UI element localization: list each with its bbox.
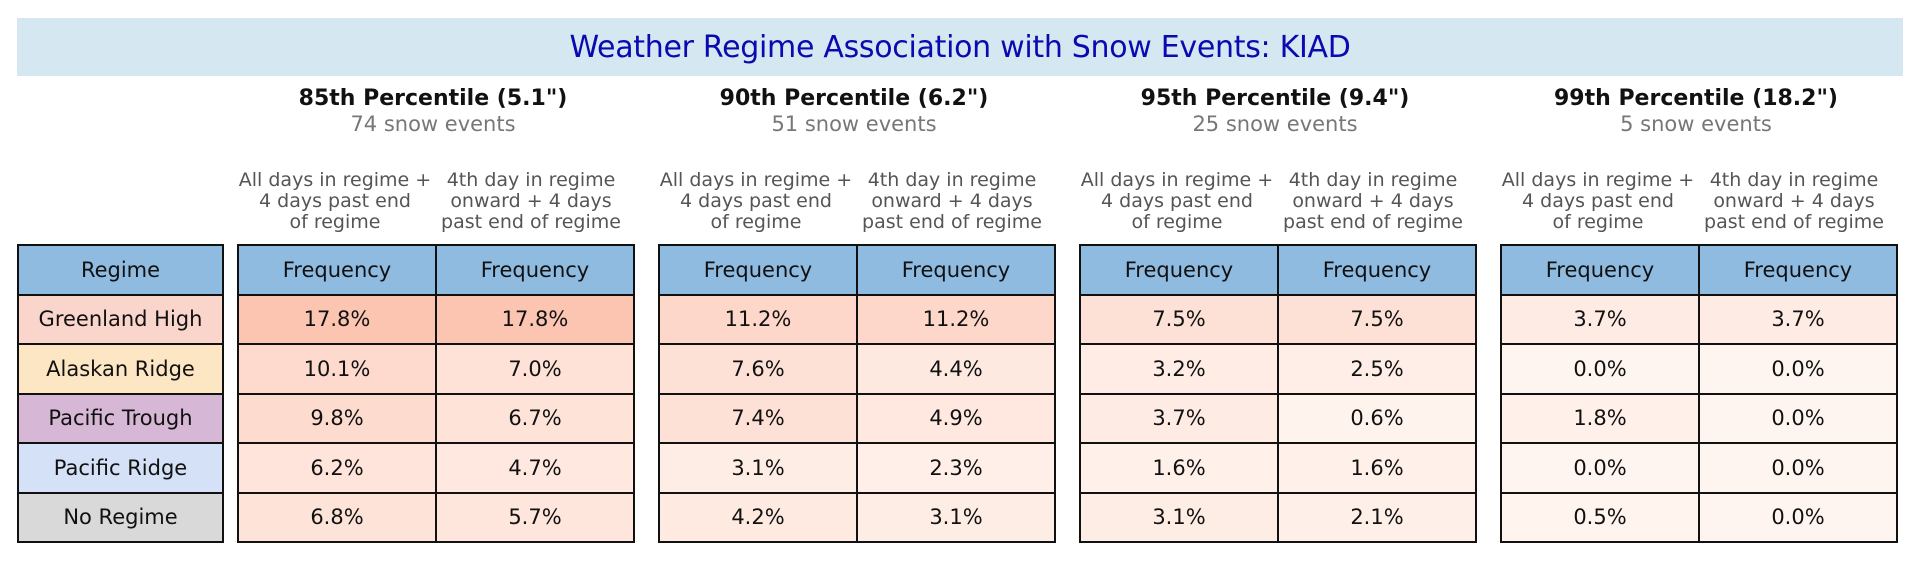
frequency-cell: 5.7% [435,491,635,543]
chart-title-band: Weather Regime Association with Snow Eve… [17,18,1903,76]
frequency-table: Frequency Frequency 3.7% 3.7% 0.0% 0.0% 1.8% 0.… [1500,244,1898,543]
frequency-cell: 0.0% [1698,392,1898,444]
column-description: All days in regime + 4 days past end of … [238,169,432,233]
frequency-header: Frequency [856,244,1056,296]
frequency-header: Frequency [1500,244,1700,296]
percentile-group-header: 99th Percentile (18.2") 5 snow events [1500,86,1892,136]
column-description: 4th day in regime onward + 4 days past e… [862,169,1042,233]
event-count: 25 snow events [1192,112,1358,136]
frequency-cell: 0.0% [1698,442,1898,494]
percentile-group-header: 90th Percentile (6.2") 51 snow events [658,86,1050,136]
frequency-table: Frequency Frequency 7.5% 7.5% 3.2% 2.5% 3.7% 0.… [1079,244,1477,543]
frequency-cell: 2.5% [1277,343,1477,395]
frequency-cell: 4.7% [435,442,635,494]
frequency-table: Frequency Frequency 11.2% 11.2% 7.6% 4.4% 7.4%… [658,244,1056,543]
frequency-cell: 0.0% [1500,343,1700,395]
frequency-cell: 9.8% [237,392,437,444]
frequency-header: Frequency [658,244,858,296]
percentile-group-header: 95th Percentile (9.4") 25 snow events [1079,86,1471,136]
frequency-header: Frequency [237,244,437,296]
frequency-cell: 3.7% [1500,293,1700,345]
frequency-cell: 7.6% [658,343,858,395]
frequency-cell: 7.5% [1277,293,1477,345]
regime-label: Pacific Trough [17,392,224,444]
column-description: 4th day in regime onward + 4 days past e… [1283,169,1463,233]
frequency-cell: 4.2% [658,491,858,543]
frequency-header: Frequency [1698,244,1898,296]
column-description: All days in regime + 4 days past end of … [1501,169,1695,233]
frequency-cell: 3.2% [1079,343,1279,395]
column-description: 4th day in regime onward + 4 days past e… [441,169,621,233]
frequency-cell: 1.6% [1277,442,1477,494]
event-count: 74 snow events [350,112,516,136]
frequency-cell: 0.6% [1277,392,1477,444]
frequency-cell: 6.2% [237,442,437,494]
frequency-cell: 17.8% [435,293,635,345]
column-description: 4th day in regime onward + 4 days past e… [1704,169,1884,233]
event-count: 5 snow events [1620,112,1772,136]
frequency-cell: 10.1% [237,343,437,395]
percentile-label: 95th Percentile (9.4") [1140,86,1410,111]
frequency-header: Frequency [435,244,635,296]
column-description: All days in regime + 4 days past end of … [1080,169,1274,233]
frequency-cell: 4.4% [856,343,1056,395]
chart-title: Weather Regime Association with Snow Eve… [569,29,1351,65]
frequency-table: Frequency Frequency 17.8% 17.8% 10.1% 7.0% 9.8… [237,244,635,543]
frequency-cell: 17.8% [237,293,437,345]
frequency-cell: 11.2% [658,293,858,345]
frequency-cell: 6.7% [435,392,635,444]
regime-label: Alaskan Ridge [17,343,224,395]
frequency-cell: 3.1% [1079,491,1279,543]
frequency-cell: 6.8% [237,491,437,543]
frequency-cell: 1.6% [1079,442,1279,494]
frequency-cell: 11.2% [856,293,1056,345]
frequency-cell: 0.0% [1698,343,1898,395]
percentile-label: 85th Percentile (5.1") [298,86,568,111]
regime-label: Pacific Ridge [17,442,224,494]
frequency-cell: 0.5% [1500,491,1700,543]
frequency-cell: 2.3% [856,442,1056,494]
frequency-cell: 3.1% [856,491,1056,543]
regime-table: Regime Greenland High Alaskan Ridge Pacifi… [17,244,224,543]
frequency-cell: 4.9% [856,392,1056,444]
frequency-cell: 0.0% [1698,491,1898,543]
regime-label: Greenland High [17,293,224,345]
frequency-cell: 7.4% [658,392,858,444]
frequency-cell: 3.7% [1079,392,1279,444]
frequency-header: Frequency [1079,244,1279,296]
frequency-cell: 7.5% [1079,293,1279,345]
percentile-group-header: 85th Percentile (5.1") 74 snow events [237,86,629,136]
regime-header: Regime [17,244,224,296]
percentile-label: 99th Percentile (18.2") [1553,86,1838,111]
percentile-label: 90th Percentile (6.2") [719,86,989,111]
frequency-cell: 2.1% [1277,491,1477,543]
frequency-cell: 3.7% [1698,293,1898,345]
frequency-cell: 3.1% [658,442,858,494]
frequency-cell: 7.0% [435,343,635,395]
frequency-cell: 0.0% [1500,442,1700,494]
event-count: 51 snow events [771,112,937,136]
frequency-cell: 1.8% [1500,392,1700,444]
regime-label: No Regime [17,491,224,543]
frequency-header: Frequency [1277,244,1477,296]
column-description: All days in regime + 4 days past end of … [659,169,853,233]
